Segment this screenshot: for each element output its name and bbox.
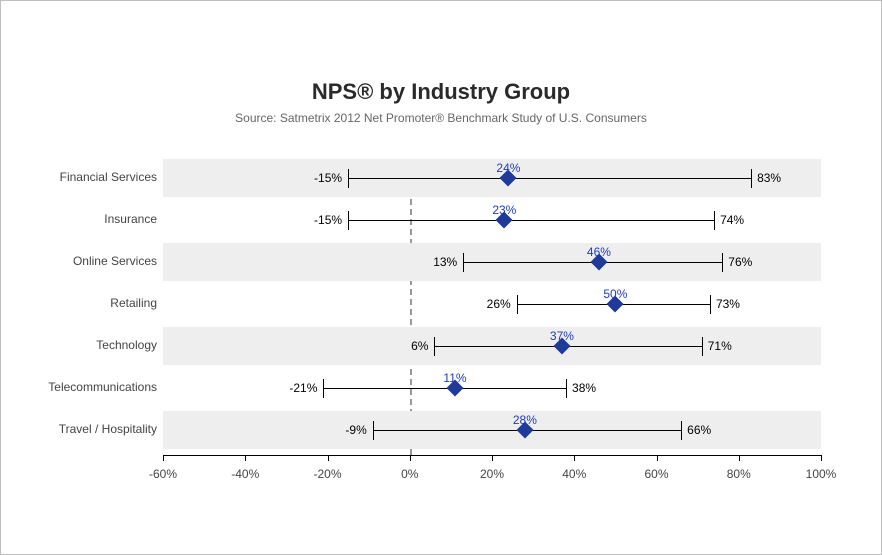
low-value-label: 26%	[487, 297, 511, 311]
low-whisker-cap	[323, 379, 324, 398]
mid-value-label: 50%	[603, 287, 627, 301]
high-value-label: 71%	[708, 339, 732, 353]
range-bar: -15% 83% 24%	[163, 159, 821, 197]
high-value-label: 74%	[720, 213, 744, 227]
high-value-label: 76%	[728, 255, 752, 269]
x-tick-label: 100%	[806, 467, 837, 481]
mid-value-label: 24%	[496, 161, 520, 175]
chart-title: NPS® by Industry Group	[21, 79, 861, 105]
high-whisker-cap	[710, 295, 711, 314]
category-label: Technology	[33, 338, 163, 352]
mid-value-label: 46%	[587, 245, 611, 259]
x-tick	[163, 455, 164, 461]
x-tick-label: -60%	[149, 467, 177, 481]
high-value-label: 73%	[716, 297, 740, 311]
chart-subtitle: Source: Satmetrix 2012 Net Promoter® Ben…	[21, 111, 861, 125]
low-value-label: -15%	[314, 213, 342, 227]
x-tick-label: -40%	[231, 467, 259, 481]
range-bar: -15% 74% 23%	[163, 201, 821, 239]
low-value-label: 13%	[433, 255, 457, 269]
low-whisker-cap	[348, 169, 349, 188]
range-bar: 6% 71% 37%	[163, 327, 821, 365]
range-bar: -9% 66% 28%	[163, 411, 821, 449]
category-label: Financial Services	[33, 170, 163, 184]
category-label: Online Services	[33, 254, 163, 268]
x-tick	[245, 455, 246, 461]
high-value-label: 83%	[757, 171, 781, 185]
range-line	[348, 220, 714, 221]
range-bar: 13% 76% 46%	[163, 243, 821, 281]
x-tick	[574, 455, 575, 461]
x-tick	[328, 455, 329, 461]
chart-plot-area: Financial Services-15%83%24%Insurance-15…	[33, 159, 821, 493]
range-bar: -21% 38% 11%	[163, 369, 821, 407]
high-whisker-cap	[722, 253, 723, 272]
x-tick	[821, 455, 822, 461]
x-tick	[492, 455, 493, 461]
high-whisker-cap	[681, 421, 682, 440]
category-label: Retailing	[33, 296, 163, 310]
x-tick-label: 60%	[644, 467, 668, 481]
x-tick	[739, 455, 740, 461]
mid-value-label: 37%	[550, 329, 574, 343]
mid-value-label: 11%	[443, 371, 466, 385]
chart-container: NPS® by Industry Group Source: Satmetrix…	[0, 0, 882, 555]
x-tick-label: 0%	[401, 467, 418, 481]
high-value-label: 38%	[572, 381, 596, 395]
mid-value-label: 28%	[513, 413, 537, 427]
low-value-label: -9%	[345, 423, 366, 437]
high-whisker-cap	[566, 379, 567, 398]
mid-value-label: 23%	[492, 203, 516, 217]
high-whisker-cap	[751, 169, 752, 188]
high-whisker-cap	[702, 337, 703, 356]
category-label: Insurance	[33, 212, 163, 226]
x-tick-label: -20%	[313, 467, 341, 481]
x-tick-label: 40%	[562, 467, 586, 481]
x-tick-label: 20%	[480, 467, 504, 481]
range-line	[348, 178, 751, 179]
low-whisker-cap	[517, 295, 518, 314]
range-line	[323, 388, 566, 389]
high-whisker-cap	[714, 211, 715, 230]
high-value-label: 66%	[687, 423, 711, 437]
low-value-label: -21%	[289, 381, 317, 395]
low-value-label: 6%	[411, 339, 428, 353]
low-value-label: -15%	[314, 171, 342, 185]
low-whisker-cap	[434, 337, 435, 356]
x-tick-label: 80%	[727, 467, 751, 481]
low-whisker-cap	[463, 253, 464, 272]
category-label: Telecommunications	[33, 380, 163, 394]
range-bar: 26% 73% 50%	[163, 285, 821, 323]
x-tick	[410, 455, 411, 461]
low-whisker-cap	[348, 211, 349, 230]
low-whisker-cap	[373, 421, 374, 440]
category-label: Travel / Hospitality	[33, 422, 163, 436]
x-tick	[657, 455, 658, 461]
